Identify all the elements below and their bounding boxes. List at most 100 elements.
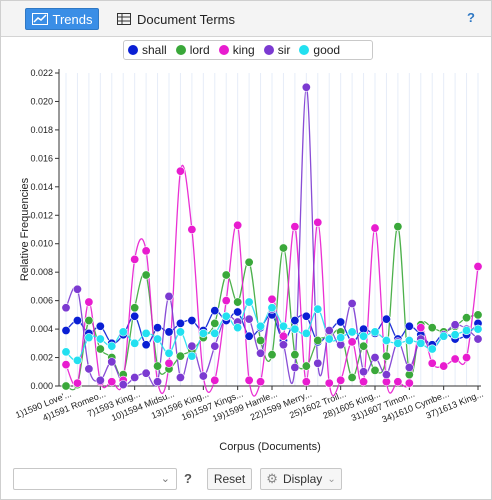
legend-label: sir [277,43,291,57]
data-point-lord [393,222,403,232]
data-point-sir [301,82,311,92]
data-point-lord [61,381,71,391]
data-point-good [290,324,300,334]
data-point-lord [153,361,163,371]
data-point-sir [359,367,369,377]
y-tick-label: 0.006 [30,296,53,306]
data-point-shall [404,321,414,331]
data-point-king [84,297,94,307]
data-point-sir [381,370,391,380]
data-point-king [404,378,414,388]
data-point-king [301,377,311,387]
data-point-king [244,375,254,385]
data-point-king [233,220,243,230]
legend-item-sir[interactable]: sir [263,43,291,57]
legend-item-good[interactable]: good [299,43,340,57]
data-point-king [256,377,266,387]
data-point-lord [313,335,323,345]
y-tick-label: 0.004 [30,324,53,334]
data-point-lord [244,257,254,267]
data-point-king [141,246,151,256]
legend-item-shall[interactable]: shall [128,43,167,57]
data-point-shall [290,316,300,326]
data-point-sir [84,364,94,374]
data-point-sir [107,357,117,367]
data-point-king [336,375,346,385]
data-point-sir [244,314,254,324]
data-point-good [118,327,128,337]
data-point-sir [141,368,151,378]
y-tick-label: 0.014 [30,182,53,192]
data-point-good [256,321,266,331]
data-point-good [301,328,311,338]
data-point-good [244,297,254,307]
data-point-king [462,353,472,363]
display-button-label: Display [282,472,323,486]
data-point-good [393,338,403,348]
tab-trends-label: Trends [52,11,93,27]
data-point-sir [198,371,208,381]
data-point-king [473,261,483,271]
data-point-good [462,326,472,336]
data-point-lord [359,341,369,351]
data-point-sir [175,372,185,382]
data-point-king [164,358,174,368]
reset-button-label: Reset [213,472,246,486]
data-point-sir [324,326,334,336]
data-point-lord [256,335,266,345]
legend-swatch [218,45,229,55]
data-point-good [416,338,426,348]
data-point-good [153,334,163,344]
data-point-lord [210,318,220,328]
data-point-king [221,296,231,306]
data-point-sir [164,291,174,301]
data-point-sir [370,353,380,363]
y-axis-label: Relative Frequencies [19,177,31,281]
legend-item-king[interactable]: king [218,43,255,57]
legend-item-lord[interactable]: lord [175,43,210,57]
data-point-sir [313,358,323,368]
data-point-king [347,337,357,347]
data-point-sir [473,334,483,344]
data-point-king [324,378,334,388]
reset-button[interactable]: Reset [207,468,252,490]
data-point-sir [61,303,71,313]
trends-chart: 0.000 0.002 0.004 0.006 0.008 0.010 0.012 0.014… [14,68,485,453]
data-point-good [450,330,460,340]
tab-document-terms[interactable]: Document Terms [117,8,235,30]
y-tick-label: 0.022 [30,68,53,78]
data-point-king [187,225,197,235]
data-point-lord [427,323,437,333]
tab-trends[interactable]: Trends [25,8,99,30]
legend-swatch [128,45,138,55]
data-point-shall [210,306,220,316]
data-point-king [370,223,380,233]
data-point-king [72,378,82,388]
legend-swatch [263,45,274,55]
data-point-sir [130,372,140,382]
data-point-lord [84,316,94,326]
data-point-shall [381,314,391,324]
data-point-sir [450,320,460,330]
help-icon[interactable]: ? [184,471,192,486]
display-button[interactable]: ⚙ Display ⌄ [260,468,342,490]
y-tick-label: 0.012 [30,210,53,220]
data-point-shall [61,326,71,336]
data-point-lord [301,361,311,371]
panel-toolbar: Trends Document Terms ? [1,1,491,37]
data-point-king [416,323,426,333]
y-tick-label: 0.000 [30,381,53,391]
data-point-king [313,217,323,227]
data-point-shall [336,317,346,327]
help-button[interactable]: ? [467,10,475,25]
data-point-lord [462,313,472,323]
data-point-good [164,348,174,358]
data-point-shall [164,327,174,337]
data-point-lord [95,344,105,354]
term-select[interactable]: ⌄ [13,468,177,490]
data-point-king [61,360,71,370]
data-point-lord [290,350,300,360]
y-tick-label: 0.020 [30,96,53,106]
data-point-lord [141,270,151,280]
